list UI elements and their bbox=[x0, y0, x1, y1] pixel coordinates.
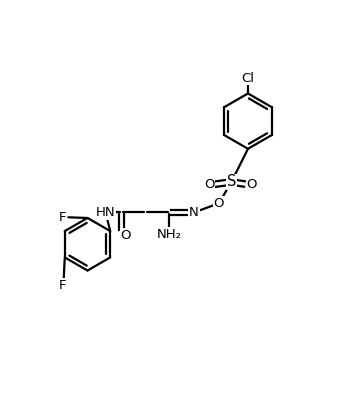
Text: O: O bbox=[204, 178, 215, 191]
Text: N: N bbox=[189, 206, 199, 219]
Text: O: O bbox=[214, 197, 224, 210]
Text: Cl: Cl bbox=[241, 72, 255, 85]
Text: S: S bbox=[227, 175, 236, 190]
Text: HN: HN bbox=[96, 206, 115, 219]
Text: F: F bbox=[58, 211, 66, 224]
Text: O: O bbox=[246, 178, 257, 191]
Text: NH₂: NH₂ bbox=[157, 228, 182, 241]
Text: O: O bbox=[120, 229, 131, 242]
Text: F: F bbox=[58, 279, 66, 292]
